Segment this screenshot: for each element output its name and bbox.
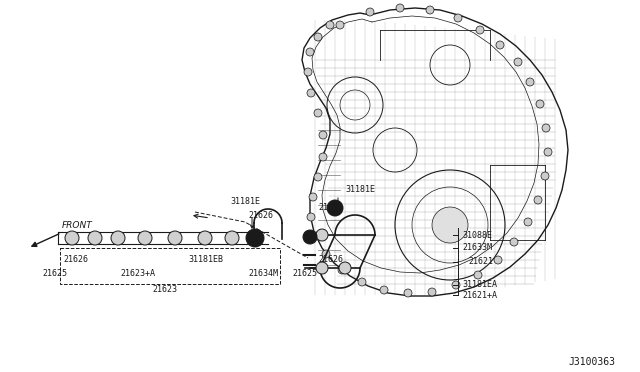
Circle shape — [494, 256, 502, 264]
Circle shape — [404, 289, 412, 297]
Text: 31181EA: 31181EA — [462, 280, 497, 289]
Text: 21626: 21626 — [63, 255, 88, 264]
Circle shape — [452, 281, 460, 289]
Circle shape — [536, 100, 544, 108]
Circle shape — [476, 26, 484, 34]
Circle shape — [303, 230, 317, 244]
Text: 31181E: 31181E — [345, 185, 375, 194]
Text: 21621: 21621 — [468, 257, 493, 266]
Circle shape — [496, 41, 504, 49]
Text: 21623: 21623 — [152, 285, 177, 294]
Circle shape — [339, 262, 351, 274]
Circle shape — [542, 124, 550, 132]
Text: 21633M: 21633M — [462, 243, 492, 252]
Circle shape — [316, 229, 328, 241]
Text: 21626: 21626 — [318, 203, 343, 212]
Circle shape — [111, 231, 125, 245]
Circle shape — [314, 173, 322, 181]
Circle shape — [198, 231, 212, 245]
Text: 31181E: 31181E — [230, 197, 260, 206]
Text: 21621+A: 21621+A — [462, 291, 497, 300]
Circle shape — [327, 200, 343, 216]
Circle shape — [306, 48, 314, 56]
Circle shape — [524, 218, 532, 226]
Circle shape — [316, 262, 328, 274]
Circle shape — [428, 288, 436, 296]
Circle shape — [307, 213, 315, 221]
Circle shape — [168, 231, 182, 245]
Circle shape — [544, 148, 552, 156]
Circle shape — [336, 21, 344, 29]
Text: 31181EB: 31181EB — [188, 255, 223, 264]
Circle shape — [541, 172, 549, 180]
Circle shape — [474, 271, 482, 279]
Circle shape — [246, 229, 264, 247]
Text: J3100363: J3100363 — [568, 357, 615, 367]
Circle shape — [432, 207, 468, 243]
Circle shape — [307, 89, 315, 97]
Text: 21634M: 21634M — [248, 269, 278, 278]
Text: 21625: 21625 — [42, 269, 67, 278]
Circle shape — [526, 78, 534, 86]
Circle shape — [338, 266, 346, 274]
Circle shape — [138, 231, 152, 245]
Polygon shape — [302, 8, 568, 296]
Text: 21625: 21625 — [292, 269, 317, 278]
Bar — [60, 248, 280, 284]
Circle shape — [534, 196, 542, 204]
Text: FRONT: FRONT — [32, 221, 93, 246]
Circle shape — [309, 193, 317, 201]
Circle shape — [366, 8, 374, 16]
Circle shape — [326, 21, 334, 29]
Circle shape — [514, 58, 522, 66]
Circle shape — [358, 278, 366, 286]
Circle shape — [314, 109, 322, 117]
Circle shape — [426, 6, 434, 14]
Circle shape — [396, 4, 404, 12]
Circle shape — [88, 231, 102, 245]
Circle shape — [322, 250, 330, 258]
Circle shape — [314, 33, 322, 41]
Circle shape — [65, 231, 79, 245]
Circle shape — [304, 68, 312, 76]
Circle shape — [380, 286, 388, 294]
Circle shape — [225, 231, 239, 245]
Circle shape — [510, 238, 518, 246]
Text: 21626: 21626 — [248, 211, 273, 220]
Circle shape — [454, 14, 462, 22]
Circle shape — [312, 232, 320, 240]
Circle shape — [319, 153, 327, 161]
Text: 31088E: 31088E — [462, 231, 492, 240]
Text: 21623+A: 21623+A — [120, 269, 155, 278]
Circle shape — [319, 131, 327, 139]
Text: 21626: 21626 — [318, 255, 343, 264]
